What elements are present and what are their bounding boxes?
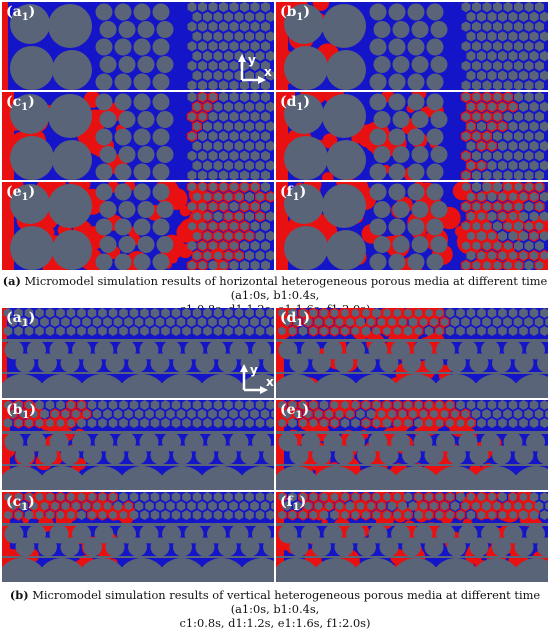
caption-b-line1: Micromodel simulation results of vertica…	[28, 588, 541, 616]
panel-b-d1: (d1)	[276, 308, 548, 398]
panel-a-b1-label: (b1)	[280, 4, 311, 23]
panel-b-e1: (e1)	[276, 400, 548, 490]
panel-a-d1-label: (d1)	[280, 94, 311, 113]
panel-a-f1-micromodel	[276, 182, 548, 270]
panel-b-a1-micromodel	[2, 308, 274, 398]
caption-a: (a) Micromodel simulation results of hor…	[0, 274, 550, 316]
panel-a-a1: (a1) y x	[2, 2, 274, 90]
axis-x-label-a: x	[264, 65, 272, 79]
panel-b-e1-label: (e1)	[280, 402, 310, 421]
panel-b-c1: (c1)	[2, 492, 274, 582]
panel-a-d1: (d1)	[276, 92, 548, 180]
panel-a-e1: (e1)	[2, 182, 274, 270]
panel-b-f1-label: (f1)	[280, 494, 307, 513]
panel-b-f1-micromodel	[276, 492, 548, 582]
axes-arrows-b	[240, 364, 268, 394]
caption-a-tag: (a)	[2, 274, 21, 288]
axes-indicator-a: y x	[234, 52, 274, 88]
panel-b-d1-label: (d1)	[280, 310, 311, 329]
panel-b-b1-micromodel	[2, 400, 274, 490]
panel-b-c1-label: (c1)	[6, 494, 35, 513]
panel-b-c1-micromodel	[2, 492, 274, 582]
panel-a-f1: (f1)	[276, 182, 548, 270]
caption-b: (b) Micromodel simulation results of ver…	[0, 588, 550, 630]
panel-b-b1-label: (b1)	[6, 402, 37, 421]
panel-a-e1-micromodel	[2, 182, 274, 270]
caption-a-line1: Micromodel simulation results of horizon…	[20, 274, 548, 302]
panel-a-b1: (b1)	[276, 2, 548, 90]
panel-b-a1: (a1) y x	[2, 308, 274, 398]
panel-b-e1-micromodel	[276, 400, 548, 490]
panel-a-a1-micromodel	[2, 2, 274, 90]
caption-b-tag: (b)	[9, 588, 29, 602]
panel-b-a1-label: (a1)	[6, 310, 36, 329]
panel-b-f1: (f1)	[276, 492, 548, 582]
panel-a-a1-letter: (a1)	[6, 4, 36, 23]
panel-a-b1-micromodel	[276, 2, 548, 90]
caption-b-line2: c1:0.8s, d1:1.2s, e1:1.6s, f1:2.0s)	[179, 616, 371, 630]
axis-y-label-b: y	[250, 363, 258, 377]
panel-a-d1-micromodel	[276, 92, 548, 180]
panel-a-c1: (c1)	[2, 92, 274, 180]
axis-y-label-a: y	[248, 53, 256, 67]
panel-a-e1-label: (e1)	[6, 184, 36, 203]
panel-a-c1-label: (c1)	[6, 94, 35, 113]
panel-a-c1-micromodel	[2, 92, 274, 180]
axes-indicator-b: y x	[236, 362, 274, 398]
panel-b-b1: (b1)	[2, 400, 274, 490]
axes-arrows-a	[238, 54, 266, 84]
panel-a-a1-label: (a1)	[6, 4, 35, 26]
axis-x-label-b: x	[266, 375, 274, 389]
panel-b-d1-micromodel	[276, 308, 548, 398]
panel-a-f1-label: (f1)	[280, 184, 307, 203]
